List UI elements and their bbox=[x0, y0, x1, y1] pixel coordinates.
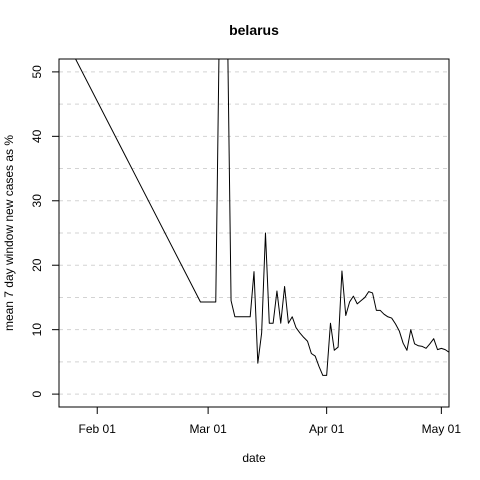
series-line-0 bbox=[75, 59, 449, 376]
grid-lines bbox=[59, 71, 449, 395]
y-tick-label: 20 bbox=[30, 258, 44, 272]
x-axis-label: date bbox=[242, 451, 266, 465]
y-tick-label: 10 bbox=[30, 323, 44, 337]
x-tick-label: May 01 bbox=[422, 422, 462, 436]
y-tick-label: 0 bbox=[30, 390, 44, 397]
y-axis-label: mean 7 day window new cases as % bbox=[2, 135, 16, 331]
x-axis: Feb 01 Mar 01 Apr 01 May 01 bbox=[79, 406, 462, 436]
series-layer bbox=[75, 59, 449, 376]
x-tick-label: Apr 01 bbox=[309, 422, 345, 436]
y-tick-label: 40 bbox=[30, 129, 44, 143]
y-tick-label: 30 bbox=[30, 194, 44, 208]
chart-title: belarus bbox=[229, 22, 279, 38]
x-tick-label: Mar 01 bbox=[189, 422, 227, 436]
y-tick-label: 50 bbox=[30, 65, 44, 79]
x-tick-label: Feb 01 bbox=[79, 422, 117, 436]
y-axis: 0 10 20 30 40 50 bbox=[30, 65, 60, 397]
